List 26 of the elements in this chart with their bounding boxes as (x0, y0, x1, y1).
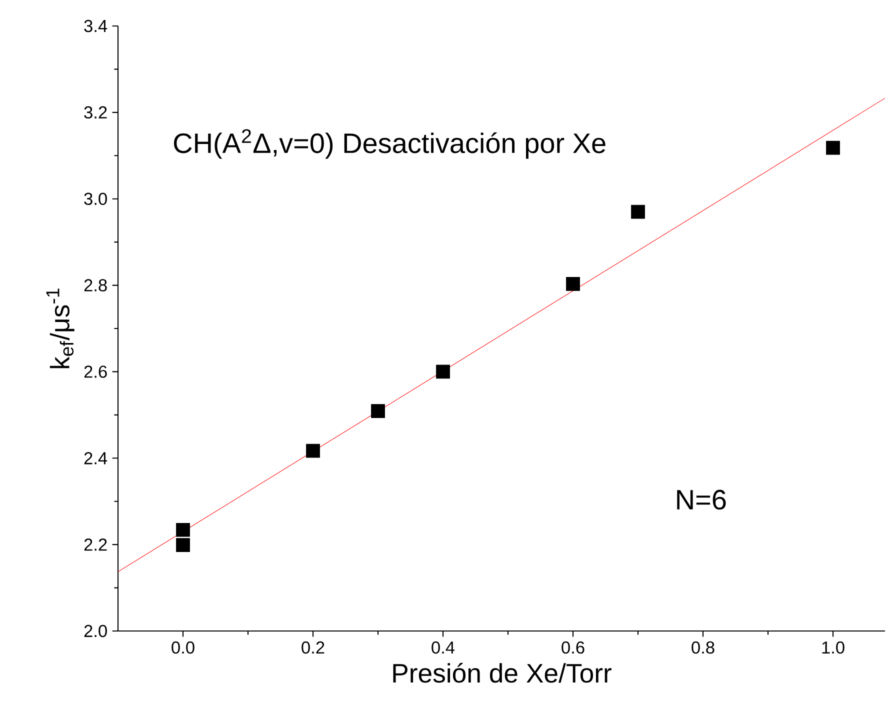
y-tick-label: 3.2 (84, 106, 107, 119)
y-tick-label: 3.0 (84, 192, 107, 205)
point (176, 538, 190, 552)
point (826, 140, 840, 155)
x-tick-label: 1.0 (822, 641, 844, 654)
y-tick-label: 2.4 (84, 452, 108, 464)
y-axis-title: k$_{ef}$/μs$^{-1}$ (46, 288, 74, 368)
y-tick-label: 2.2 (84, 538, 107, 551)
y-tick-label: 2.0 (84, 624, 107, 638)
x-tick-label: 0.6 (562, 641, 584, 654)
x-tick-label: 0.2 (302, 641, 324, 654)
y-tick-label: 2.8 (84, 279, 107, 292)
y-tick-label: 2.6 (84, 366, 107, 378)
point (631, 204, 645, 219)
point (176, 522, 190, 537)
annotation: N=6 (677, 490, 726, 510)
x-axis-title: Presión de Xe/Torr (393, 662, 612, 683)
point (306, 444, 320, 458)
x-tick-label: 0.8 (692, 641, 714, 654)
x-tick-label: 0.4 (432, 641, 455, 654)
y-tick-label: 3.4 (84, 20, 108, 32)
point (371, 404, 385, 418)
point (566, 277, 580, 291)
point (436, 364, 450, 379)
x-tick-label: 0.0 (172, 641, 194, 654)
annotation: CH(A$^{2}$Δ,v=0) Desactivación por Xe (174, 129, 606, 159)
